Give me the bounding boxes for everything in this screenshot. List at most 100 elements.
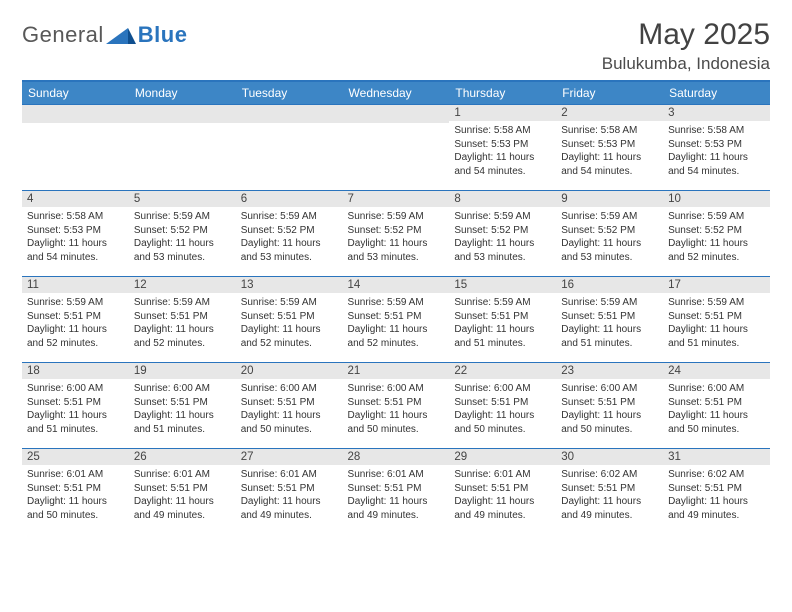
weekday-header: Wednesday xyxy=(343,81,450,105)
sunrise-text: Sunrise: 5:59 AM xyxy=(668,210,765,224)
daylight-text: Daylight: 11 hours and 50 minutes. xyxy=(27,495,124,522)
daylight-text: Daylight: 11 hours and 52 minutes. xyxy=(668,237,765,264)
sunset-text: Sunset: 5:52 PM xyxy=(241,224,338,238)
sunset-text: Sunset: 5:53 PM xyxy=(27,224,124,238)
day-details: Sunrise: 5:59 AMSunset: 5:51 PMDaylight:… xyxy=(22,293,129,354)
day-number: 16 xyxy=(556,277,663,293)
day-details: Sunrise: 5:59 AMSunset: 5:52 PMDaylight:… xyxy=(343,207,450,268)
sunset-text: Sunset: 5:51 PM xyxy=(454,396,551,410)
daylight-text: Daylight: 11 hours and 53 minutes. xyxy=(561,237,658,264)
day-number: 26 xyxy=(129,449,236,465)
sunset-text: Sunset: 5:51 PM xyxy=(27,482,124,496)
daylight-text: Daylight: 11 hours and 52 minutes. xyxy=(348,323,445,350)
calendar-day-cell: 25Sunrise: 6:01 AMSunset: 5:51 PMDayligh… xyxy=(22,449,129,535)
day-number: 11 xyxy=(22,277,129,293)
title-block: May 2025 Bulukumba, Indonesia xyxy=(602,18,770,74)
daylight-text: Daylight: 11 hours and 49 minutes. xyxy=(134,495,231,522)
sunrise-text: Sunrise: 6:01 AM xyxy=(27,468,124,482)
sunrise-text: Sunrise: 5:59 AM xyxy=(134,210,231,224)
logo-text-blue: Blue xyxy=(138,22,188,48)
day-details: Sunrise: 6:00 AMSunset: 5:51 PMDaylight:… xyxy=(343,379,450,440)
daylight-text: Daylight: 11 hours and 51 minutes. xyxy=(134,409,231,436)
day-details: Sunrise: 5:59 AMSunset: 5:51 PMDaylight:… xyxy=(449,293,556,354)
sunset-text: Sunset: 5:51 PM xyxy=(561,482,658,496)
day-number: 18 xyxy=(22,363,129,379)
month-title: May 2025 xyxy=(602,18,770,52)
calendar-day-cell: 23Sunrise: 6:00 AMSunset: 5:51 PMDayligh… xyxy=(556,363,663,449)
sunrise-text: Sunrise: 6:01 AM xyxy=(241,468,338,482)
sunrise-text: Sunrise: 5:58 AM xyxy=(561,124,658,138)
calendar-day-cell xyxy=(129,105,236,191)
day-details: Sunrise: 5:59 AMSunset: 5:51 PMDaylight:… xyxy=(556,293,663,354)
calendar-day-cell xyxy=(22,105,129,191)
sunrise-text: Sunrise: 5:59 AM xyxy=(348,210,445,224)
calendar-week-row: 4 Sunrise: 5:58 AMSunset: 5:53 PM Daylight… xyxy=(22,191,770,277)
sunset-text: Sunset: 5:51 PM xyxy=(348,396,445,410)
weekday-header: Sunday xyxy=(22,81,129,105)
calendar-week-row: 1Sunrise: 5:58 AMSunset: 5:53 PMDaylight… xyxy=(22,105,770,191)
weekday-header: Friday xyxy=(556,81,663,105)
day-details: Sunrise: 5:59 AMSunset: 5:52 PMDaylight:… xyxy=(556,207,663,268)
sunset-text: Sunset: 5:51 PM xyxy=(134,310,231,324)
weekday-header-row: Sunday Monday Tuesday Wednesday Thursday… xyxy=(22,81,770,105)
sunset-text: Sunset: 5:52 PM xyxy=(454,224,551,238)
sunrise-text: Sunrise: 5:58 AM xyxy=(27,210,124,224)
daylight-text: Daylight: 11 hours and 53 minutes. xyxy=(348,237,445,264)
day-number: 19 xyxy=(129,363,236,379)
calendar-day-cell: 3Sunrise: 5:58 AMSunset: 5:53 PMDaylight… xyxy=(663,105,770,191)
day-number: 14 xyxy=(343,277,450,293)
day-number: 31 xyxy=(663,449,770,465)
calendar-body: 1Sunrise: 5:58 AMSunset: 5:53 PMDaylight… xyxy=(22,105,770,535)
day-number: 29 xyxy=(449,449,556,465)
daylight-text: Daylight: 11 hours and 51 minutes. xyxy=(454,323,551,350)
day-number: 3 xyxy=(663,105,770,121)
sunrise-text: Sunrise: 5:59 AM xyxy=(134,296,231,310)
daylight-text: Daylight: 11 hours and 54 minutes. xyxy=(561,151,658,178)
day-number: 21 xyxy=(343,363,450,379)
day-details: Sunrise: 6:01 AMSunset: 5:51 PMDaylight:… xyxy=(129,465,236,526)
calendar-day-cell: 8Sunrise: 5:59 AMSunset: 5:52 PMDaylight… xyxy=(449,191,556,277)
day-details: Sunrise: 6:00 AMSunset: 5:51 PMDaylight:… xyxy=(129,379,236,440)
sunrise-text: Sunrise: 5:58 AM xyxy=(454,124,551,138)
sunrise-text: Sunrise: 5:59 AM xyxy=(27,296,124,310)
sunset-text: Sunset: 5:51 PM xyxy=(241,482,338,496)
day-number: 27 xyxy=(236,449,343,465)
day-number: 2 xyxy=(556,105,663,121)
sunset-text: Sunset: 5:51 PM xyxy=(348,482,445,496)
daylight-text: Daylight: 11 hours and 50 minutes. xyxy=(348,409,445,436)
day-number: 10 xyxy=(663,191,770,207)
day-number xyxy=(129,105,236,123)
weekday-header: Tuesday xyxy=(236,81,343,105)
sunset-text: Sunset: 5:51 PM xyxy=(668,482,765,496)
sunrise-text: Sunrise: 6:00 AM xyxy=(241,382,338,396)
weekday-header: Thursday xyxy=(449,81,556,105)
day-details: Sunrise: 5:59 AMSunset: 5:51 PMDaylight:… xyxy=(236,293,343,354)
sunrise-text: Sunrise: 6:00 AM xyxy=(668,382,765,396)
daylight-text: Daylight: 11 hours and 50 minutes. xyxy=(241,409,338,436)
day-number: 20 xyxy=(236,363,343,379)
sunset-text: Sunset: 5:51 PM xyxy=(561,310,658,324)
daylight-text: Daylight: 11 hours and 54 minutes. xyxy=(668,151,765,178)
calendar-day-cell: 7Sunrise: 5:59 AMSunset: 5:52 PMDaylight… xyxy=(343,191,450,277)
day-number: 4 xyxy=(22,191,129,207)
calendar-day-cell: 6Sunrise: 5:59 AMSunset: 5:52 PMDaylight… xyxy=(236,191,343,277)
sunrise-text: Sunrise: 5:58 AM xyxy=(668,124,765,138)
day-details: Sunrise: 5:59 AMSunset: 5:52 PMDaylight:… xyxy=(449,207,556,268)
sunset-text: Sunset: 5:51 PM xyxy=(134,396,231,410)
sunset-text: Sunset: 5:51 PM xyxy=(561,396,658,410)
calendar-day-cell: 16Sunrise: 5:59 AMSunset: 5:51 PMDayligh… xyxy=(556,277,663,363)
sunset-text: Sunset: 5:52 PM xyxy=(668,224,765,238)
calendar-day-cell: 19Sunrise: 6:00 AMSunset: 5:51 PMDayligh… xyxy=(129,363,236,449)
calendar-week-row: 11Sunrise: 5:59 AMSunset: 5:51 PMDayligh… xyxy=(22,277,770,363)
day-details: Sunrise: 5:58 AMSunset: 5:53 PMDaylight:… xyxy=(556,121,663,182)
day-number: 17 xyxy=(663,277,770,293)
location-label: Bulukumba, Indonesia xyxy=(602,54,770,74)
sunset-text: Sunset: 5:51 PM xyxy=(27,310,124,324)
sunset-text: Sunset: 5:51 PM xyxy=(241,396,338,410)
day-details: Sunrise: 6:02 AMSunset: 5:51 PMDaylight:… xyxy=(556,465,663,526)
calendar-day-cell: 29Sunrise: 6:01 AMSunset: 5:51 PMDayligh… xyxy=(449,449,556,535)
day-number: 13 xyxy=(236,277,343,293)
day-number xyxy=(22,105,129,123)
day-details: Sunrise: 6:01 AMSunset: 5:51 PMDaylight:… xyxy=(343,465,450,526)
calendar-week-row: 18Sunrise: 6:00 AMSunset: 5:51 PMDayligh… xyxy=(22,363,770,449)
